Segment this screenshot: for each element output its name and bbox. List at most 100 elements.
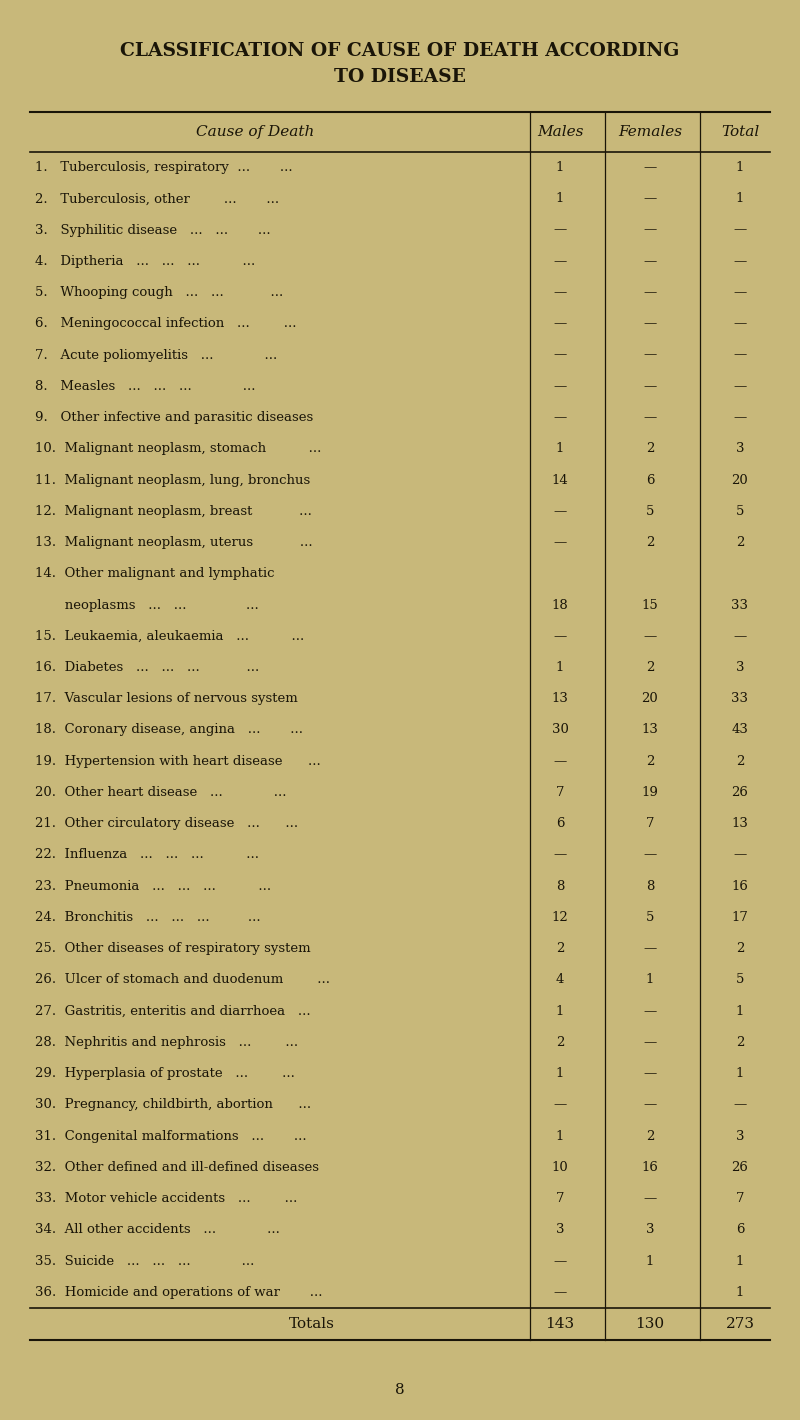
Text: 14: 14 [552,473,568,487]
Text: —: — [554,504,566,518]
Text: —: — [734,849,746,862]
Text: —: — [643,192,657,206]
Text: 21.  Other circulatory disease   ...      ...: 21. Other circulatory disease ... ... [35,818,298,831]
Text: 1: 1 [646,974,654,987]
Text: 3: 3 [556,1224,564,1237]
Text: —: — [643,1099,657,1112]
Text: —: — [643,410,657,425]
Text: 5.   Whooping cough   ...   ...           ...: 5. Whooping cough ... ... ... [35,285,283,300]
Text: —: — [643,630,657,643]
Text: 1: 1 [736,192,744,206]
Text: 20.  Other heart disease   ...            ...: 20. Other heart disease ... ... [35,787,286,799]
Text: 26.  Ulcer of stomach and duodenum        ...: 26. Ulcer of stomach and duodenum ... [35,974,330,987]
Text: 23.  Pneumonia   ...   ...   ...          ...: 23. Pneumonia ... ... ... ... [35,880,271,893]
Text: 3: 3 [736,662,744,674]
Text: 36.  Homicide and operations of war       ...: 36. Homicide and operations of war ... [35,1287,322,1299]
Text: 1: 1 [556,192,564,206]
Text: —: — [643,1193,657,1206]
Text: 9.   Other infective and parasitic diseases: 9. Other infective and parasitic disease… [35,410,314,425]
Text: 13: 13 [642,724,658,737]
Text: —: — [554,755,566,768]
Bar [630,557,670,591]
Text: 35.  Suicide   ...   ...   ...            ...: 35. Suicide ... ... ... ... [35,1255,254,1268]
Text: 5: 5 [736,974,744,987]
Text: 31.  Congenital malformations   ...       ...: 31. Congenital malformations ... ... [35,1130,306,1143]
Text: 2: 2 [556,943,564,956]
Text: 1: 1 [556,1005,564,1018]
Text: 8: 8 [395,1383,405,1397]
Text: 1: 1 [556,1130,564,1143]
Text: 1: 1 [736,1255,744,1268]
Text: Total: Total [721,125,759,139]
Text: —: — [643,943,657,956]
Text: —: — [734,630,746,643]
Text: —: — [554,630,566,643]
Text: 2: 2 [646,662,654,674]
Text: —: — [643,223,657,237]
Text: 1: 1 [556,1068,564,1081]
Text: 2: 2 [646,535,654,550]
Text: 2: 2 [736,943,744,956]
Text: 1: 1 [556,442,564,456]
Text: 4.   Diptheria   ...   ...   ...          ...: 4. Diptheria ... ... ... ... [35,254,255,268]
Text: —: — [554,348,566,362]
Text: 2: 2 [646,442,654,456]
Text: 1: 1 [736,1068,744,1081]
Text: 3: 3 [736,1130,744,1143]
Text: 33.  Motor vehicle accidents   ...        ...: 33. Motor vehicle accidents ... ... [35,1193,298,1206]
Text: 12.  Malignant neoplasm, breast           ...: 12. Malignant neoplasm, breast ... [35,504,312,518]
Bar [720,557,760,591]
Text: Males: Males [537,125,583,139]
Text: —: — [643,849,657,862]
Text: —: — [554,223,566,237]
Text: —: — [643,1037,657,1049]
Text: TO DISEASE: TO DISEASE [334,68,466,87]
Text: 30: 30 [551,724,569,737]
Text: 10.  Malignant neoplasm, stomach          ...: 10. Malignant neoplasm, stomach ... [35,442,322,456]
Text: 16: 16 [731,880,749,893]
Text: 15.  Leukaemia, aleukaemia   ...          ...: 15. Leukaemia, aleukaemia ... ... [35,630,304,643]
Text: 29.  Hyperplasia of prostate   ...        ...: 29. Hyperplasia of prostate ... ... [35,1068,295,1081]
Text: 5: 5 [646,504,654,518]
Text: 26: 26 [731,787,749,799]
Text: —: — [734,317,746,331]
Text: —: — [734,254,746,268]
Text: Totals: Totals [289,1316,335,1331]
Text: 25.  Other diseases of respiratory system: 25. Other diseases of respiratory system [35,943,310,956]
Text: —: — [554,1287,566,1299]
Text: 1: 1 [556,160,564,175]
Text: —: — [643,1068,657,1081]
Text: 2: 2 [736,535,744,550]
Text: 7: 7 [556,787,564,799]
Text: 3: 3 [736,442,744,456]
Text: 24.  Bronchitis   ...   ...   ...         ...: 24. Bronchitis ... ... ... ... [35,912,261,924]
Text: 1: 1 [646,1255,654,1268]
Text: 8.   Measles   ...   ...   ...            ...: 8. Measles ... ... ... ... [35,379,255,393]
Text: —: — [643,348,657,362]
Text: —: — [643,1005,657,1018]
Text: 26: 26 [731,1162,749,1174]
Text: 1: 1 [556,662,564,674]
Text: —: — [554,317,566,331]
Text: 43: 43 [731,724,749,737]
Text: 2: 2 [646,1130,654,1143]
Text: 27.  Gastritis, enteritis and diarrhoea   ...: 27. Gastritis, enteritis and diarrhoea .… [35,1005,310,1018]
Text: 12: 12 [552,912,568,924]
Text: —: — [554,1099,566,1112]
Text: 8: 8 [646,880,654,893]
Text: 33: 33 [731,567,749,581]
Text: 33: 33 [731,598,749,612]
Text: —: — [554,849,566,862]
Text: —: — [554,379,566,393]
Text: 4: 4 [556,974,564,987]
Text: 10: 10 [552,1162,568,1174]
Text: 11.  Malignant neoplasm, lung, bronchus: 11. Malignant neoplasm, lung, bronchus [35,473,310,487]
Text: 15: 15 [642,598,658,612]
Text: 1: 1 [736,160,744,175]
Text: 2: 2 [736,1037,744,1049]
Text: —: — [554,285,566,300]
Text: 34.  All other accidents   ...            ...: 34. All other accidents ... ... [35,1224,280,1237]
Text: —: — [643,285,657,300]
Text: —: — [734,1099,746,1112]
Text: 20: 20 [732,473,748,487]
